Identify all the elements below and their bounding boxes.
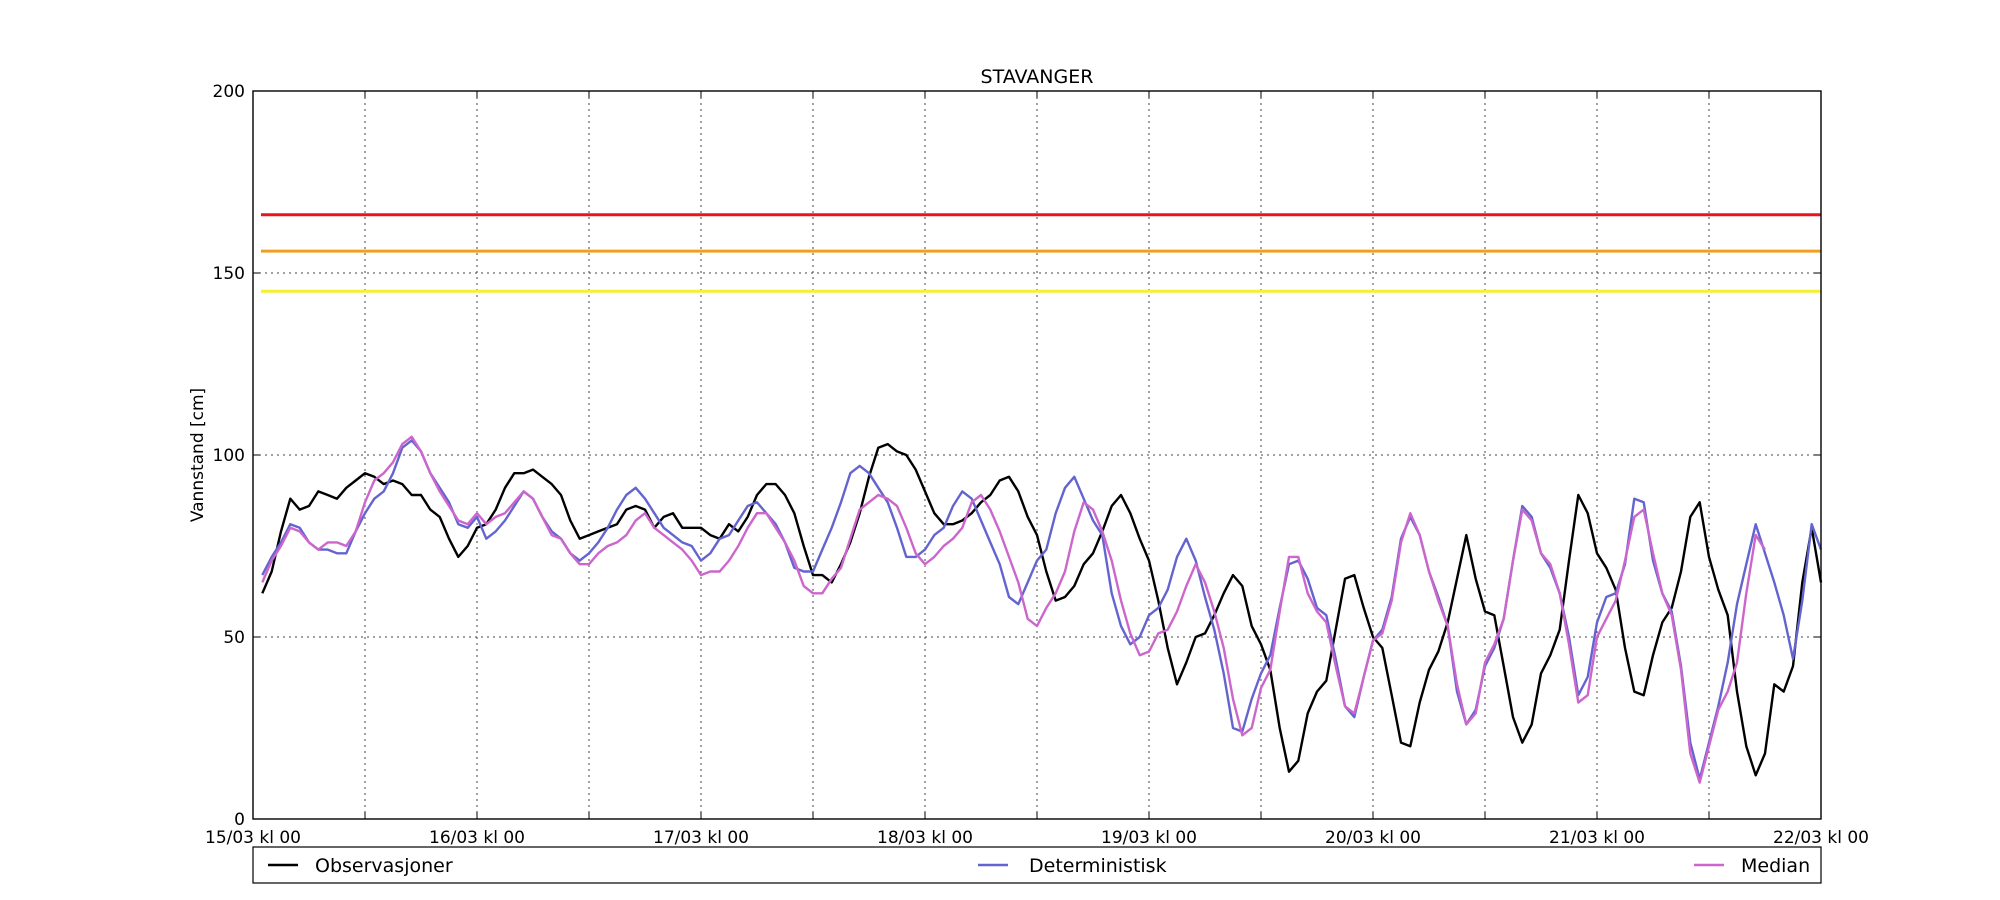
legend-label: Deterministisk	[1029, 855, 1167, 877]
chart-title: STAVANGER	[981, 66, 1094, 88]
x-tick-label: 18/03 kl 00	[877, 828, 973, 848]
x-tick-label: 22/03 kl 00	[1773, 828, 1869, 848]
x-tick-label: 15/03 kl 00	[205, 828, 301, 848]
x-tick-label: 20/03 kl 00	[1325, 828, 1421, 848]
series-layer	[261, 435, 1823, 784]
y-tick-label: 100	[213, 446, 245, 466]
label-layer: 0 50 100 150 200 15/03 kl 00 16/03 kl 00 17/03 …	[205, 82, 1869, 848]
series-line-deterministisk	[261, 439, 1823, 781]
y-axis-label: Vannstand [cm]	[188, 388, 208, 522]
series-line-observasjoner	[261, 442, 1823, 777]
legend-box	[252, 846, 1822, 884]
legend: Observasjoner Deterministisk Median	[252, 846, 1822, 884]
x-tick-label: 21/03 kl 00	[1549, 828, 1645, 848]
legend-label: Observasjoner	[315, 855, 453, 877]
series-line-median	[261, 435, 1767, 784]
x-tick-label: 16/03 kl 00	[429, 828, 525, 848]
x-tick-label: 19/03 kl 00	[1101, 828, 1197, 848]
legend-label: Median	[1741, 855, 1810, 877]
y-tick-label: 150	[213, 264, 245, 284]
tick-layer	[253, 90, 1821, 820]
threshold-layer	[261, 213, 1821, 293]
x-tick-label: 17/03 kl 00	[653, 828, 749, 848]
y-tick-label: 0	[234, 810, 245, 830]
grid-layer	[253, 91, 1821, 819]
y-tick-label: 200	[213, 82, 245, 102]
y-tick-label: 50	[223, 628, 245, 648]
